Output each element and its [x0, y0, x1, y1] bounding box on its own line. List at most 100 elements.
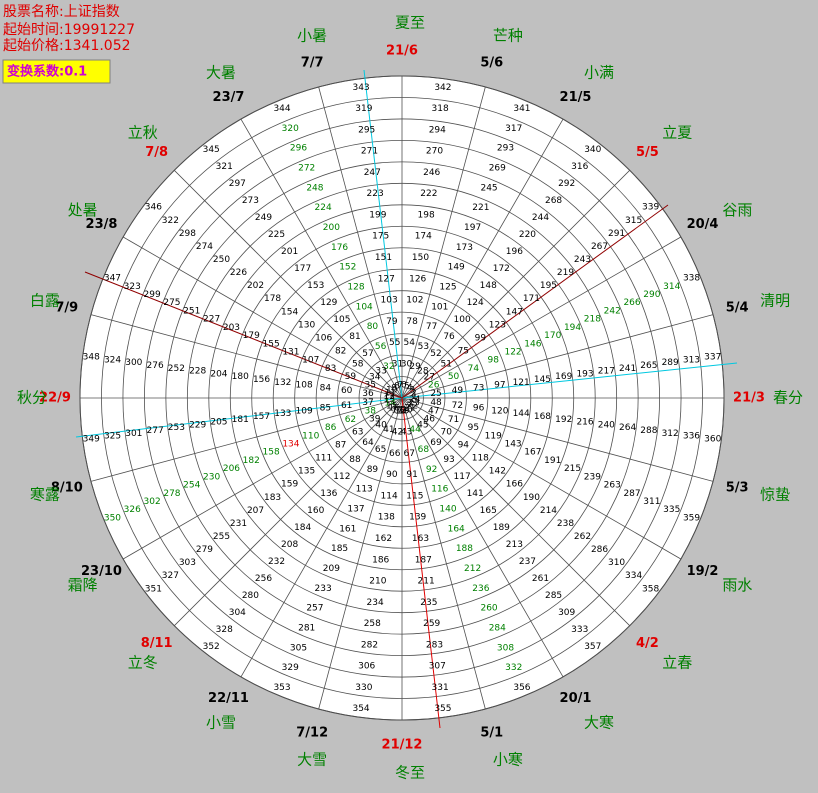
wheel-number: 186	[372, 555, 389, 565]
wheel-number: 2	[411, 389, 417, 399]
wheel-number: 57	[362, 349, 373, 359]
stock-name: 股票名称:上证指数	[3, 4, 120, 20]
wheel-number: 242	[604, 306, 621, 316]
solar-term: 立夏	[662, 123, 692, 141]
wheel-number: 260	[480, 604, 497, 614]
sector-line	[401, 314, 714, 399]
wheel-number: 244	[532, 213, 549, 223]
wheel-number: 119	[485, 431, 502, 441]
wheel-number: 165	[480, 506, 497, 516]
wheel-number: 297	[229, 179, 246, 189]
wheel-number: 303	[179, 558, 196, 568]
solar-term: 霜降	[68, 576, 98, 594]
wheel-number: 11	[384, 389, 395, 399]
wheel-number: 283	[426, 640, 443, 650]
wheel-number: 240	[598, 420, 615, 430]
wheel-number: 206	[223, 464, 240, 474]
wheel-number: 46	[424, 414, 436, 424]
wheel-number: 16	[388, 404, 400, 414]
wheel-number: 153	[307, 281, 324, 291]
wheel-number: 319	[355, 104, 372, 114]
wheel-number: 162	[375, 534, 392, 544]
date-label: 20/1	[560, 691, 592, 706]
wheel-number: 339	[642, 203, 659, 213]
wheel-number: 129	[320, 298, 337, 308]
wheel-number: 102	[406, 296, 423, 306]
wheel-number: 212	[464, 564, 481, 574]
wheel-number: 323	[124, 282, 141, 292]
sector-line	[174, 170, 403, 399]
solar-term: 清明	[760, 291, 790, 309]
wheel-number: 80	[367, 322, 379, 332]
wheel-number: 354	[352, 704, 369, 714]
wheel-number: 135	[298, 467, 315, 477]
wheel-number: 190	[523, 493, 540, 503]
solar-term: 芒种	[493, 26, 523, 44]
wheel-number: 151	[375, 253, 392, 263]
date-label: 23/7	[213, 90, 245, 105]
wheel-number: 289	[662, 358, 679, 368]
wheel-number: 252	[168, 364, 185, 374]
solar-term: 雨水	[722, 576, 752, 594]
solar-term: 大雪	[297, 751, 327, 769]
wheel-number: 146	[524, 339, 541, 349]
date-label: 19/2	[687, 564, 719, 579]
wheel-number: 163	[412, 534, 429, 544]
wheel-number: 251	[183, 306, 200, 316]
wheel-number: 229	[189, 420, 206, 430]
wheel-number: 44	[409, 425, 421, 435]
wheel-number: 87	[335, 441, 346, 451]
wheel-number: 142	[489, 467, 506, 477]
wheel-number: 116	[431, 485, 448, 495]
wheel-number: 1	[412, 392, 418, 402]
wheel-number: 189	[493, 523, 510, 533]
wheel-number: 223	[367, 189, 384, 199]
wheel-number: 227	[203, 315, 220, 325]
wheel-number: 311	[643, 497, 660, 507]
wheel-number: 160	[307, 506, 324, 516]
wheel-number: 97	[494, 381, 505, 391]
wheel-number: 282	[361, 640, 378, 650]
wheel-number: 221	[472, 203, 489, 213]
wheel-number: 89	[367, 465, 379, 475]
wheel-number: 300	[125, 358, 142, 368]
wheel-number: 338	[683, 274, 700, 284]
wheel-number: 261	[532, 574, 549, 584]
date-label: 7/9	[55, 301, 78, 316]
wheel-number: 30	[401, 359, 413, 369]
wheel-number: 294	[429, 125, 446, 135]
wheel-number: 121	[513, 378, 530, 388]
wheel-number: 281	[298, 624, 315, 634]
wheel-number: 10	[386, 386, 398, 396]
wheel-number: 232	[268, 557, 285, 567]
wheel-number: 180	[232, 372, 249, 382]
wheel-number: 130	[298, 320, 315, 330]
wheel-number: 329	[282, 663, 299, 673]
sector-line	[401, 397, 630, 626]
wheel-number: 4	[407, 383, 413, 393]
wheel-number: 94	[458, 441, 470, 451]
wheel-number: 29	[409, 362, 421, 372]
wheel-number: 237	[519, 557, 536, 567]
sector-line	[240, 397, 403, 678]
wheel-number: 98	[488, 356, 500, 366]
wheel-number: 271	[361, 147, 378, 157]
wheel-number: 201	[281, 247, 298, 257]
wheel-number: 220	[519, 230, 536, 240]
wheel-number: 52	[430, 349, 441, 359]
wheel-number: 106	[315, 333, 332, 343]
wheel-number: 306	[358, 662, 375, 672]
wheel-number: 35	[365, 380, 376, 390]
wheel-number: 266	[623, 298, 640, 308]
wheel-number: 198	[418, 210, 435, 220]
wheel-number: 346	[145, 203, 162, 213]
wheel-number: 275	[163, 298, 180, 308]
wheel-number: 179	[243, 331, 260, 341]
wheel-number: 347	[104, 274, 121, 284]
wheel-number: 276	[147, 361, 164, 371]
wheel-number: 125	[439, 282, 456, 292]
wheel-number: 113	[356, 485, 373, 495]
date-label: 23/8	[86, 217, 118, 232]
wheel-number: 67	[404, 449, 415, 459]
